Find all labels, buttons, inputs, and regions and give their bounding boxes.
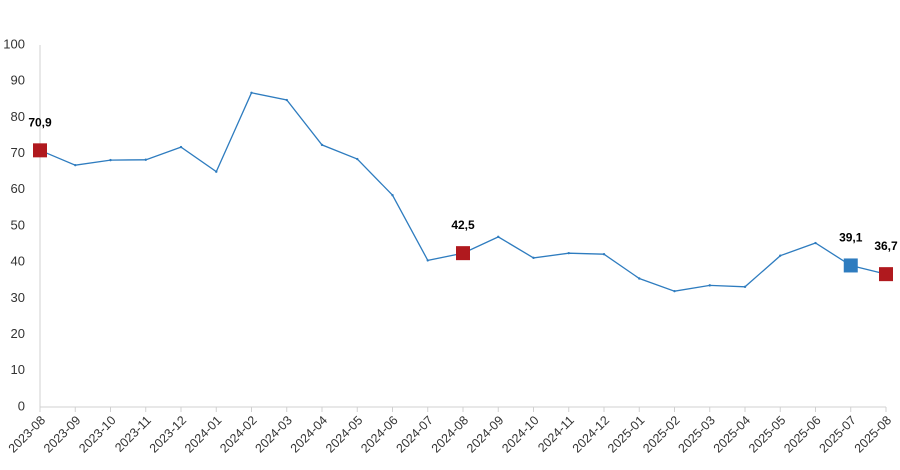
data-point <box>814 241 817 245</box>
y-tick-label: 80 <box>11 109 25 124</box>
x-tick-label: 2024-03 <box>253 413 295 455</box>
highlight-marker <box>879 267 893 282</box>
data-point <box>602 253 606 256</box>
data-label: 42,5 <box>451 218 475 232</box>
x-tick-label: 2024-01 <box>182 413 224 455</box>
x-tick-label: 2025-03 <box>676 413 718 455</box>
y-tick-label: 60 <box>11 181 25 196</box>
y-tick-label: 10 <box>11 362 25 377</box>
data-point <box>743 285 747 289</box>
data-point <box>320 143 324 147</box>
data-point <box>426 259 429 262</box>
x-tick-label: 2025-04 <box>711 413 753 455</box>
data-point <box>285 98 288 102</box>
x-tick-label: 2025-05 <box>746 413 788 455</box>
x-tick-label: 2024-11 <box>535 413 577 455</box>
y-tick-label: 70 <box>11 145 25 160</box>
data-point <box>673 289 676 293</box>
x-tick-label: 2025-07 <box>817 413 859 455</box>
data-point <box>532 256 535 260</box>
data-point <box>215 170 218 173</box>
x-tick-label: 2025-06 <box>781 413 823 455</box>
x-tick-label: 2024-06 <box>358 413 400 455</box>
data-point <box>391 194 394 197</box>
data-label: 39,1 <box>839 230 863 244</box>
series-group <box>38 91 888 293</box>
data-point <box>356 157 359 161</box>
y-tick-label: 40 <box>11 254 25 269</box>
x-tick-label: 2024-12 <box>570 413 612 455</box>
data-label: 70,9 <box>28 115 52 129</box>
x-tick-label: 2024-09 <box>464 413 506 455</box>
x-tick-label: 2023-12 <box>147 413 189 455</box>
x-tick-label: 2024-05 <box>323 413 365 455</box>
data-point <box>179 145 183 149</box>
x-tick-label: 2025-01 <box>605 413 647 455</box>
y-tick-label: 50 <box>11 217 25 232</box>
x-tick-label: 2025-08 <box>852 413 894 455</box>
x-tick-label: 2024-10 <box>499 413 541 455</box>
data-point <box>144 158 147 161</box>
y-axis-ticks: 0 10 20 30 40 50 60 70 80 90 100 <box>3 36 25 413</box>
highlight-marker <box>33 143 47 158</box>
x-tick-label: 2023-11 <box>112 413 154 455</box>
data-point <box>109 158 112 162</box>
highlight-marker <box>456 246 470 261</box>
data-point <box>638 277 641 280</box>
data-point <box>497 235 500 239</box>
series-line <box>39 92 887 292</box>
x-tick-label: 2024-07 <box>394 413 436 455</box>
y-tick-label: 90 <box>11 73 25 88</box>
y-tick-label: 0 <box>18 398 25 413</box>
x-axis-ticks: 2023-082023-092023-102023-112023-122024-… <box>6 407 894 456</box>
x-tick-label: 2023-08 <box>6 413 48 455</box>
x-tick-label: 2023-10 <box>76 413 118 455</box>
x-tick-label: 2025-02 <box>640 413 682 455</box>
x-tick-label: 2024-04 <box>288 413 330 455</box>
data-label: 36,7 <box>874 239 898 253</box>
x-tick-label: 2023-09 <box>41 413 83 455</box>
data-point <box>567 251 570 255</box>
data-point <box>779 254 782 257</box>
y-tick-label: 30 <box>11 290 25 305</box>
x-tick-label: 2024-02 <box>217 413 259 455</box>
highlight-markers: 70,9 42,5 39,1 36,7 <box>28 115 898 282</box>
x-tick-label: 2024-08 <box>429 413 471 455</box>
y-tick-label: 100 <box>3 36 25 51</box>
data-point <box>250 91 253 94</box>
highlight-marker <box>843 258 858 273</box>
data-point <box>74 163 77 167</box>
y-tick-label: 20 <box>11 326 25 341</box>
data-point <box>708 284 711 287</box>
